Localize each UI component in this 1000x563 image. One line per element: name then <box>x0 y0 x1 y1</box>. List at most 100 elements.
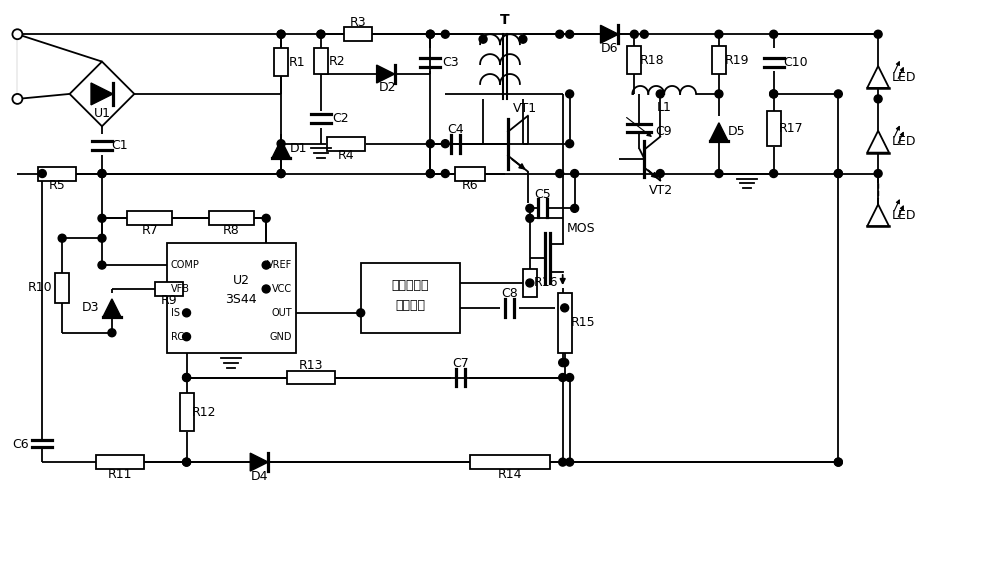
Circle shape <box>571 204 579 212</box>
Text: 三极管过流: 三极管过流 <box>392 279 429 292</box>
Circle shape <box>426 140 434 148</box>
Circle shape <box>98 234 106 242</box>
Text: VCC: VCC <box>272 284 292 294</box>
Bar <box>344 27 372 41</box>
Circle shape <box>874 169 882 177</box>
Text: D2: D2 <box>379 82 396 95</box>
Polygon shape <box>601 25 618 43</box>
Text: U1: U1 <box>93 108 110 120</box>
Circle shape <box>262 215 270 222</box>
Bar <box>127 211 172 225</box>
Text: VT1: VT1 <box>513 102 537 115</box>
Text: LED: LED <box>892 70 916 83</box>
Text: C6: C6 <box>12 437 29 451</box>
Text: R15: R15 <box>570 316 595 329</box>
Polygon shape <box>867 66 889 88</box>
Circle shape <box>357 309 365 317</box>
Circle shape <box>519 35 527 43</box>
Circle shape <box>834 169 842 177</box>
Text: MOS: MOS <box>567 222 595 235</box>
Circle shape <box>426 30 434 38</box>
Bar <box>767 111 781 146</box>
Circle shape <box>277 140 285 148</box>
Text: IS: IS <box>171 308 180 318</box>
Circle shape <box>317 30 325 38</box>
Circle shape <box>566 458 574 466</box>
Bar <box>96 455 144 469</box>
Bar <box>155 282 183 296</box>
Polygon shape <box>710 123 728 141</box>
Text: R4: R4 <box>337 149 354 162</box>
Circle shape <box>561 359 569 367</box>
Bar <box>558 293 572 352</box>
Text: C10: C10 <box>783 56 808 69</box>
Circle shape <box>656 90 664 98</box>
Text: T: T <box>500 14 510 27</box>
Text: R19: R19 <box>725 53 749 66</box>
Text: GND: GND <box>270 332 292 342</box>
Bar <box>455 167 485 181</box>
Text: D6: D6 <box>601 42 618 55</box>
Circle shape <box>559 458 567 466</box>
Circle shape <box>630 30 638 38</box>
Circle shape <box>277 169 285 177</box>
Text: D1: D1 <box>290 142 308 155</box>
Circle shape <box>566 90 574 98</box>
Text: C3: C3 <box>442 56 459 69</box>
Circle shape <box>559 359 567 367</box>
Polygon shape <box>250 453 268 471</box>
Circle shape <box>58 234 66 242</box>
Circle shape <box>108 329 116 337</box>
Text: C7: C7 <box>452 357 469 370</box>
Text: R11: R11 <box>108 467 132 481</box>
Circle shape <box>556 169 564 177</box>
Bar <box>314 48 328 74</box>
Bar <box>327 137 365 151</box>
Circle shape <box>277 169 285 177</box>
Circle shape <box>715 169 723 177</box>
Text: VT2: VT2 <box>649 184 673 197</box>
Circle shape <box>559 373 567 382</box>
Bar <box>361 263 460 333</box>
Circle shape <box>183 373 191 382</box>
Polygon shape <box>91 83 113 105</box>
Circle shape <box>566 140 574 148</box>
Circle shape <box>526 279 534 287</box>
Text: COMP: COMP <box>171 260 200 270</box>
Text: LED: LED <box>892 209 916 222</box>
Circle shape <box>183 458 191 466</box>
Circle shape <box>640 30 648 38</box>
Text: VREF: VREF <box>267 260 292 270</box>
Circle shape <box>479 35 487 43</box>
Circle shape <box>834 169 842 177</box>
Text: R6: R6 <box>462 179 478 192</box>
Text: R9: R9 <box>160 294 177 307</box>
Text: R8: R8 <box>223 224 240 237</box>
Text: R10: R10 <box>28 282 53 294</box>
Circle shape <box>556 30 564 38</box>
Circle shape <box>426 30 434 38</box>
Polygon shape <box>867 131 889 153</box>
Circle shape <box>12 94 22 104</box>
Circle shape <box>834 458 842 466</box>
Text: U2: U2 <box>233 274 250 287</box>
Polygon shape <box>867 204 889 226</box>
Circle shape <box>262 285 270 293</box>
Circle shape <box>656 169 664 177</box>
Circle shape <box>566 30 574 38</box>
Circle shape <box>277 30 285 38</box>
Bar <box>287 370 335 385</box>
Text: 3S44: 3S44 <box>225 293 257 306</box>
Circle shape <box>874 95 882 103</box>
Polygon shape <box>377 65 395 83</box>
Text: R17: R17 <box>779 122 804 135</box>
Text: R2: R2 <box>328 55 345 68</box>
Circle shape <box>526 204 534 212</box>
Bar <box>523 269 537 297</box>
Polygon shape <box>272 140 290 158</box>
Circle shape <box>317 30 325 38</box>
Text: R12: R12 <box>192 406 217 419</box>
Circle shape <box>441 140 449 148</box>
Text: C2: C2 <box>332 112 349 126</box>
Text: R14: R14 <box>498 467 522 481</box>
